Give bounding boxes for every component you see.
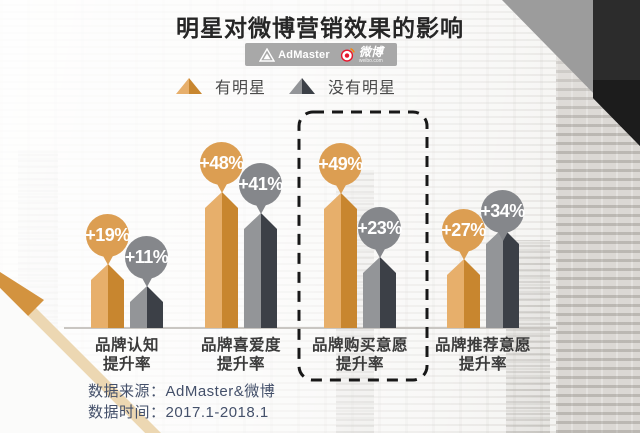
orange-ribbon-segment (0, 272, 44, 316)
legend-item-with-celebrity: 有明星 (176, 74, 266, 98)
bar-no-celebrity (244, 213, 277, 328)
admaster-logo: AdMaster (259, 47, 330, 62)
weibo-logo: 微博 weibo.com (340, 46, 383, 64)
weibo-wordmark: 微博 weibo.com (358, 44, 383, 64)
logo-bar: AdMaster 微博 weibo.com (245, 43, 397, 66)
bar-no-celebrity (486, 228, 519, 328)
axis-baseline (64, 327, 557, 329)
value-bubble-no-celebrity: +41% (238, 163, 283, 214)
weibo-eye-icon (340, 48, 355, 62)
value-bubble-celebrity: +27% (441, 209, 486, 260)
black-corner-shape-dark (593, 80, 640, 146)
bar-celebrity (447, 259, 480, 328)
admaster-triangle-icon (259, 47, 276, 62)
group-label: 品牌喜爱度 提升率 (200, 337, 281, 373)
value-bubble-no-celebrity: +23% (357, 207, 402, 258)
white-corner-triangle (0, 288, 145, 433)
value-bubble-no-celebrity: +11% (125, 236, 169, 287)
group-label: 品牌推荐意愿 提升率 (434, 337, 531, 373)
legend-pyramid-icon-orange (176, 78, 202, 94)
data-time-line: 数据时间：2017.1-2018.1 (88, 404, 269, 421)
group-label: 品牌购买意愿 提升率 (311, 337, 408, 373)
page-title: 明星对微博营销效果的影响 (176, 15, 464, 41)
legend-label: 没有明星 (328, 80, 397, 97)
value-bubble-celebrity: +48% (199, 142, 244, 193)
legend-pyramid-icon-gray (289, 78, 315, 94)
bar-no-celebrity (130, 286, 163, 328)
beige-ribbon (0, 272, 161, 433)
value-bubble-celebrity: +49% (318, 143, 363, 194)
bar-no-celebrity (363, 257, 396, 328)
bar-celebrity (91, 264, 124, 328)
legend-label: 有明星 (215, 80, 267, 97)
value-bubble-celebrity: +19% (85, 214, 130, 265)
admaster-wordmark: AdMaster (278, 48, 330, 61)
group-label: 品牌认知 提升率 (94, 337, 159, 373)
bar-celebrity (205, 192, 238, 328)
data-source-line: 数据来源：AdMaster&微博 (88, 383, 276, 400)
legend-item-without-celebrity: 没有明星 (289, 74, 396, 98)
gray-corner-triangle (502, 0, 600, 100)
value-bubble-no-celebrity: +34% (480, 190, 525, 241)
data-source-block: 数据来源：AdMaster&微博 数据时间：2017.1-2018.1 (88, 381, 275, 423)
bar-celebrity (324, 193, 357, 328)
